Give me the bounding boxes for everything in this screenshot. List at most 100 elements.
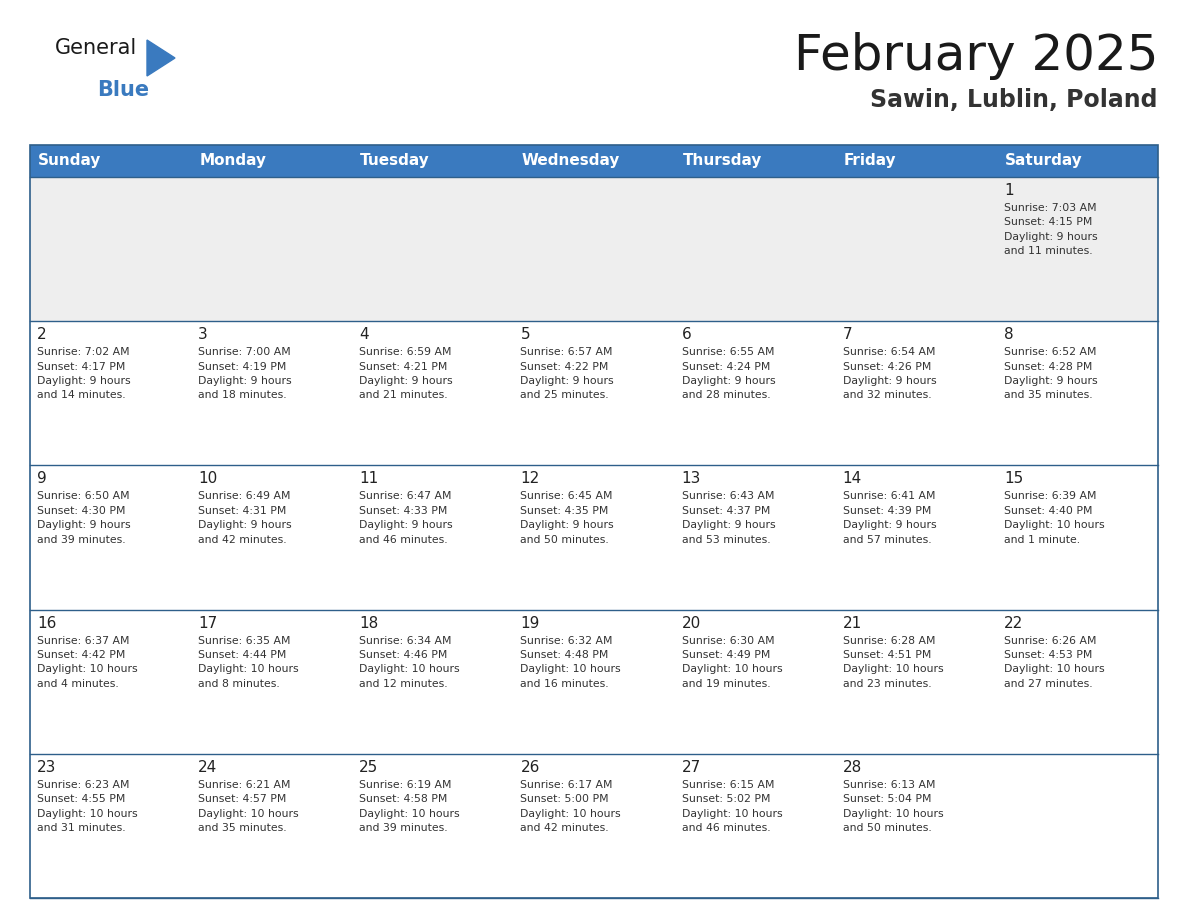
Text: 8: 8 [1004,327,1013,342]
Bar [353,610,513,754]
Bar [835,145,997,177]
Bar [513,177,675,321]
Text: Sunrise: 6:23 AM
Sunset: 4:55 PM
Daylight: 10 hours
and 31 minutes.: Sunrise: 6:23 AM Sunset: 4:55 PM Dayligh… [37,779,138,833]
Bar [997,321,1158,465]
Bar [353,465,513,610]
Bar [191,465,353,610]
Text: 18: 18 [359,616,379,631]
Text: 25: 25 [359,760,379,775]
Text: 23: 23 [37,760,56,775]
Text: Wednesday: Wednesday [522,153,620,169]
Bar [30,754,191,898]
Text: Saturday: Saturday [1005,153,1082,169]
Text: Sunrise: 6:30 AM
Sunset: 4:49 PM
Daylight: 10 hours
and 19 minutes.: Sunrise: 6:30 AM Sunset: 4:49 PM Dayligh… [682,635,782,688]
Text: 16: 16 [37,616,56,631]
Bar [835,465,997,610]
Text: 11: 11 [359,472,379,487]
Bar [513,465,675,610]
Text: Sunrise: 6:55 AM
Sunset: 4:24 PM
Daylight: 9 hours
and 28 minutes.: Sunrise: 6:55 AM Sunset: 4:24 PM Dayligh… [682,347,776,400]
Text: Sunrise: 6:19 AM
Sunset: 4:58 PM
Daylight: 10 hours
and 39 minutes.: Sunrise: 6:19 AM Sunset: 4:58 PM Dayligh… [359,779,460,833]
Text: Sunrise: 6:57 AM
Sunset: 4:22 PM
Daylight: 9 hours
and 25 minutes.: Sunrise: 6:57 AM Sunset: 4:22 PM Dayligh… [520,347,614,400]
Bar [675,465,835,610]
Text: 1: 1 [1004,183,1013,198]
Text: Tuesday: Tuesday [360,153,430,169]
Text: Blue: Blue [97,80,150,100]
Text: 13: 13 [682,472,701,487]
Bar [675,177,835,321]
Text: Sunrise: 7:00 AM
Sunset: 4:19 PM
Daylight: 9 hours
and 18 minutes.: Sunrise: 7:00 AM Sunset: 4:19 PM Dayligh… [198,347,292,400]
Text: Thursday: Thursday [683,153,762,169]
Text: Sunrise: 6:52 AM
Sunset: 4:28 PM
Daylight: 9 hours
and 35 minutes.: Sunrise: 6:52 AM Sunset: 4:28 PM Dayligh… [1004,347,1098,400]
Text: Sunrise: 6:21 AM
Sunset: 4:57 PM
Daylight: 10 hours
and 35 minutes.: Sunrise: 6:21 AM Sunset: 4:57 PM Dayligh… [198,779,298,833]
Text: 21: 21 [842,616,862,631]
Text: Sunrise: 6:45 AM
Sunset: 4:35 PM
Daylight: 9 hours
and 50 minutes.: Sunrise: 6:45 AM Sunset: 4:35 PM Dayligh… [520,491,614,544]
Bar [835,610,997,754]
Bar [997,145,1158,177]
Bar [353,145,513,177]
Text: February 2025: February 2025 [794,32,1158,80]
Bar [997,177,1158,321]
Text: 4: 4 [359,327,369,342]
Bar [353,177,513,321]
Text: 28: 28 [842,760,862,775]
Bar [997,465,1158,610]
Text: General: General [55,38,138,58]
Text: Sunrise: 6:32 AM
Sunset: 4:48 PM
Daylight: 10 hours
and 16 minutes.: Sunrise: 6:32 AM Sunset: 4:48 PM Dayligh… [520,635,621,688]
Bar [835,754,997,898]
Text: 6: 6 [682,327,691,342]
Text: Sunrise: 6:50 AM
Sunset: 4:30 PM
Daylight: 9 hours
and 39 minutes.: Sunrise: 6:50 AM Sunset: 4:30 PM Dayligh… [37,491,131,544]
Text: 27: 27 [682,760,701,775]
Text: Sunrise: 6:35 AM
Sunset: 4:44 PM
Daylight: 10 hours
and 8 minutes.: Sunrise: 6:35 AM Sunset: 4:44 PM Dayligh… [198,635,298,688]
Text: Sunrise: 6:28 AM
Sunset: 4:51 PM
Daylight: 10 hours
and 23 minutes.: Sunrise: 6:28 AM Sunset: 4:51 PM Dayligh… [842,635,943,688]
Bar [997,754,1158,898]
Bar [997,610,1158,754]
Text: 7: 7 [842,327,852,342]
Bar [191,610,353,754]
Bar [30,610,191,754]
Bar [30,145,1158,898]
Text: Sunrise: 6:13 AM
Sunset: 5:04 PM
Daylight: 10 hours
and 50 minutes.: Sunrise: 6:13 AM Sunset: 5:04 PM Dayligh… [842,779,943,833]
Bar [513,145,675,177]
Text: Sunrise: 6:17 AM
Sunset: 5:00 PM
Daylight: 10 hours
and 42 minutes.: Sunrise: 6:17 AM Sunset: 5:00 PM Dayligh… [520,779,621,833]
Bar [675,754,835,898]
Text: 12: 12 [520,472,539,487]
Text: Sunrise: 6:54 AM
Sunset: 4:26 PM
Daylight: 9 hours
and 32 minutes.: Sunrise: 6:54 AM Sunset: 4:26 PM Dayligh… [842,347,936,400]
Bar [191,177,353,321]
Text: Sunrise: 6:47 AM
Sunset: 4:33 PM
Daylight: 9 hours
and 46 minutes.: Sunrise: 6:47 AM Sunset: 4:33 PM Dayligh… [359,491,453,544]
Bar [835,321,997,465]
Bar [30,465,191,610]
Bar [835,177,997,321]
Bar [191,754,353,898]
Text: Sunday: Sunday [38,153,101,169]
Bar [30,177,191,321]
Text: 22: 22 [1004,616,1023,631]
Text: Sunrise: 6:59 AM
Sunset: 4:21 PM
Daylight: 9 hours
and 21 minutes.: Sunrise: 6:59 AM Sunset: 4:21 PM Dayligh… [359,347,453,400]
Text: 17: 17 [198,616,217,631]
Bar [675,610,835,754]
Text: Sawin, Lublin, Poland: Sawin, Lublin, Poland [871,88,1158,112]
Text: Sunrise: 6:15 AM
Sunset: 5:02 PM
Daylight: 10 hours
and 46 minutes.: Sunrise: 6:15 AM Sunset: 5:02 PM Dayligh… [682,779,782,833]
Text: 20: 20 [682,616,701,631]
Text: 15: 15 [1004,472,1023,487]
Bar [191,145,353,177]
Text: Sunrise: 6:26 AM
Sunset: 4:53 PM
Daylight: 10 hours
and 27 minutes.: Sunrise: 6:26 AM Sunset: 4:53 PM Dayligh… [1004,635,1105,688]
Text: 9: 9 [37,472,46,487]
Bar [353,754,513,898]
Text: 19: 19 [520,616,539,631]
Text: 26: 26 [520,760,539,775]
Text: Sunrise: 6:43 AM
Sunset: 4:37 PM
Daylight: 9 hours
and 53 minutes.: Sunrise: 6:43 AM Sunset: 4:37 PM Dayligh… [682,491,776,544]
Polygon shape [147,40,175,76]
Text: 24: 24 [198,760,217,775]
Text: Sunrise: 7:03 AM
Sunset: 4:15 PM
Daylight: 9 hours
and 11 minutes.: Sunrise: 7:03 AM Sunset: 4:15 PM Dayligh… [1004,203,1098,256]
Bar [675,321,835,465]
Text: Sunrise: 6:49 AM
Sunset: 4:31 PM
Daylight: 9 hours
and 42 minutes.: Sunrise: 6:49 AM Sunset: 4:31 PM Dayligh… [198,491,292,544]
Bar [513,754,675,898]
Bar [353,321,513,465]
Text: Monday: Monday [200,153,266,169]
Text: 2: 2 [37,327,46,342]
Bar [675,145,835,177]
Text: Sunrise: 6:37 AM
Sunset: 4:42 PM
Daylight: 10 hours
and 4 minutes.: Sunrise: 6:37 AM Sunset: 4:42 PM Dayligh… [37,635,138,688]
Bar [513,610,675,754]
Text: Friday: Friday [843,153,896,169]
Bar [30,321,191,465]
